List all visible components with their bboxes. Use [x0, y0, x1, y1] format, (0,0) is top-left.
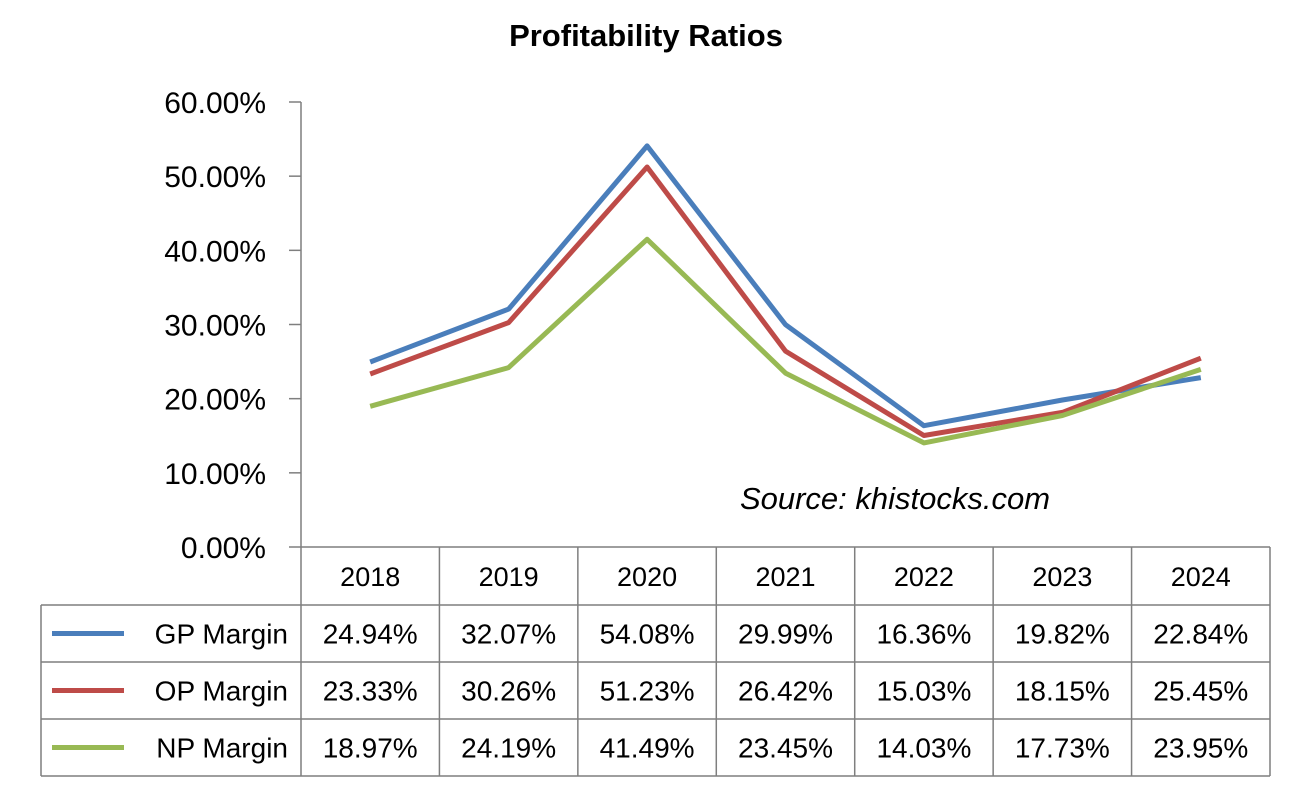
- data-table-cell: 19.82%: [1015, 619, 1110, 650]
- y-tick-label: 0.00%: [181, 532, 266, 565]
- series-line-np-margin: [369, 236, 1202, 446]
- legend-label: GP Margin: [155, 619, 288, 650]
- data-table-cell: 24.19%: [461, 733, 556, 764]
- data-table-cell: 30.26%: [461, 676, 556, 707]
- data-table-cell: 51.23%: [600, 676, 695, 707]
- y-tick-label: 60.00%: [164, 87, 266, 120]
- axis-group: 0.00% 10.00% 20.00% 30.00% 40.00% 50.00% 60.00…: [164, 87, 302, 565]
- data-table-cell: 17.73%: [1015, 733, 1110, 764]
- x-category-label: 2018: [340, 562, 400, 592]
- series-line-op-margin: [369, 164, 1202, 438]
- data-table-cell: 22.84%: [1153, 619, 1248, 650]
- y-tick-label: 10.00%: [164, 458, 266, 491]
- data-table-cell: 29.99%: [738, 619, 833, 650]
- series-group: [369, 143, 1202, 446]
- data-table-cell: 26.42%: [738, 676, 833, 707]
- data-table-cell: 14.03%: [876, 733, 971, 764]
- data-table: 2018 2019 2020 2021 2022 2023 2024 GP Margin 24.…: [40, 546, 1271, 777]
- x-category-label: 2020: [617, 562, 677, 592]
- x-category-label: 2022: [894, 562, 954, 592]
- data-table-cell: 23.45%: [738, 733, 833, 764]
- y-tick-label: 30.00%: [164, 310, 266, 343]
- data-table-cell: 23.95%: [1153, 733, 1248, 764]
- source-annotation: Source: khistocks.com: [740, 481, 1050, 516]
- data-table-cell: 32.07%: [461, 619, 556, 650]
- data-table-cell: 15.03%: [876, 676, 971, 707]
- x-category-label: 2024: [1171, 562, 1231, 592]
- data-table-cell: 16.36%: [876, 619, 971, 650]
- legend-label: OP Margin: [155, 676, 288, 707]
- y-tick-label: 40.00%: [164, 235, 266, 268]
- chart-title: Profitability Ratios: [509, 18, 783, 53]
- y-tick-label: 20.00%: [164, 384, 266, 417]
- series-line-gp-margin: [369, 143, 1202, 429]
- data-table-cell: 54.08%: [600, 619, 695, 650]
- data-table-cell: 18.15%: [1015, 676, 1110, 707]
- x-category-label: 2019: [479, 562, 539, 592]
- data-table-cell: 25.45%: [1153, 676, 1248, 707]
- data-table-cell: 41.49%: [600, 733, 695, 764]
- data-table-cell: 23.33%: [323, 676, 418, 707]
- data-table-cell: 24.94%: [323, 619, 418, 650]
- x-category-label: 2021: [755, 562, 815, 592]
- legend-label: NP Margin: [156, 733, 288, 764]
- data-table-cell: 18.97%: [323, 733, 418, 764]
- y-tick-label: 50.00%: [164, 161, 266, 194]
- x-category-label: 2023: [1032, 562, 1092, 592]
